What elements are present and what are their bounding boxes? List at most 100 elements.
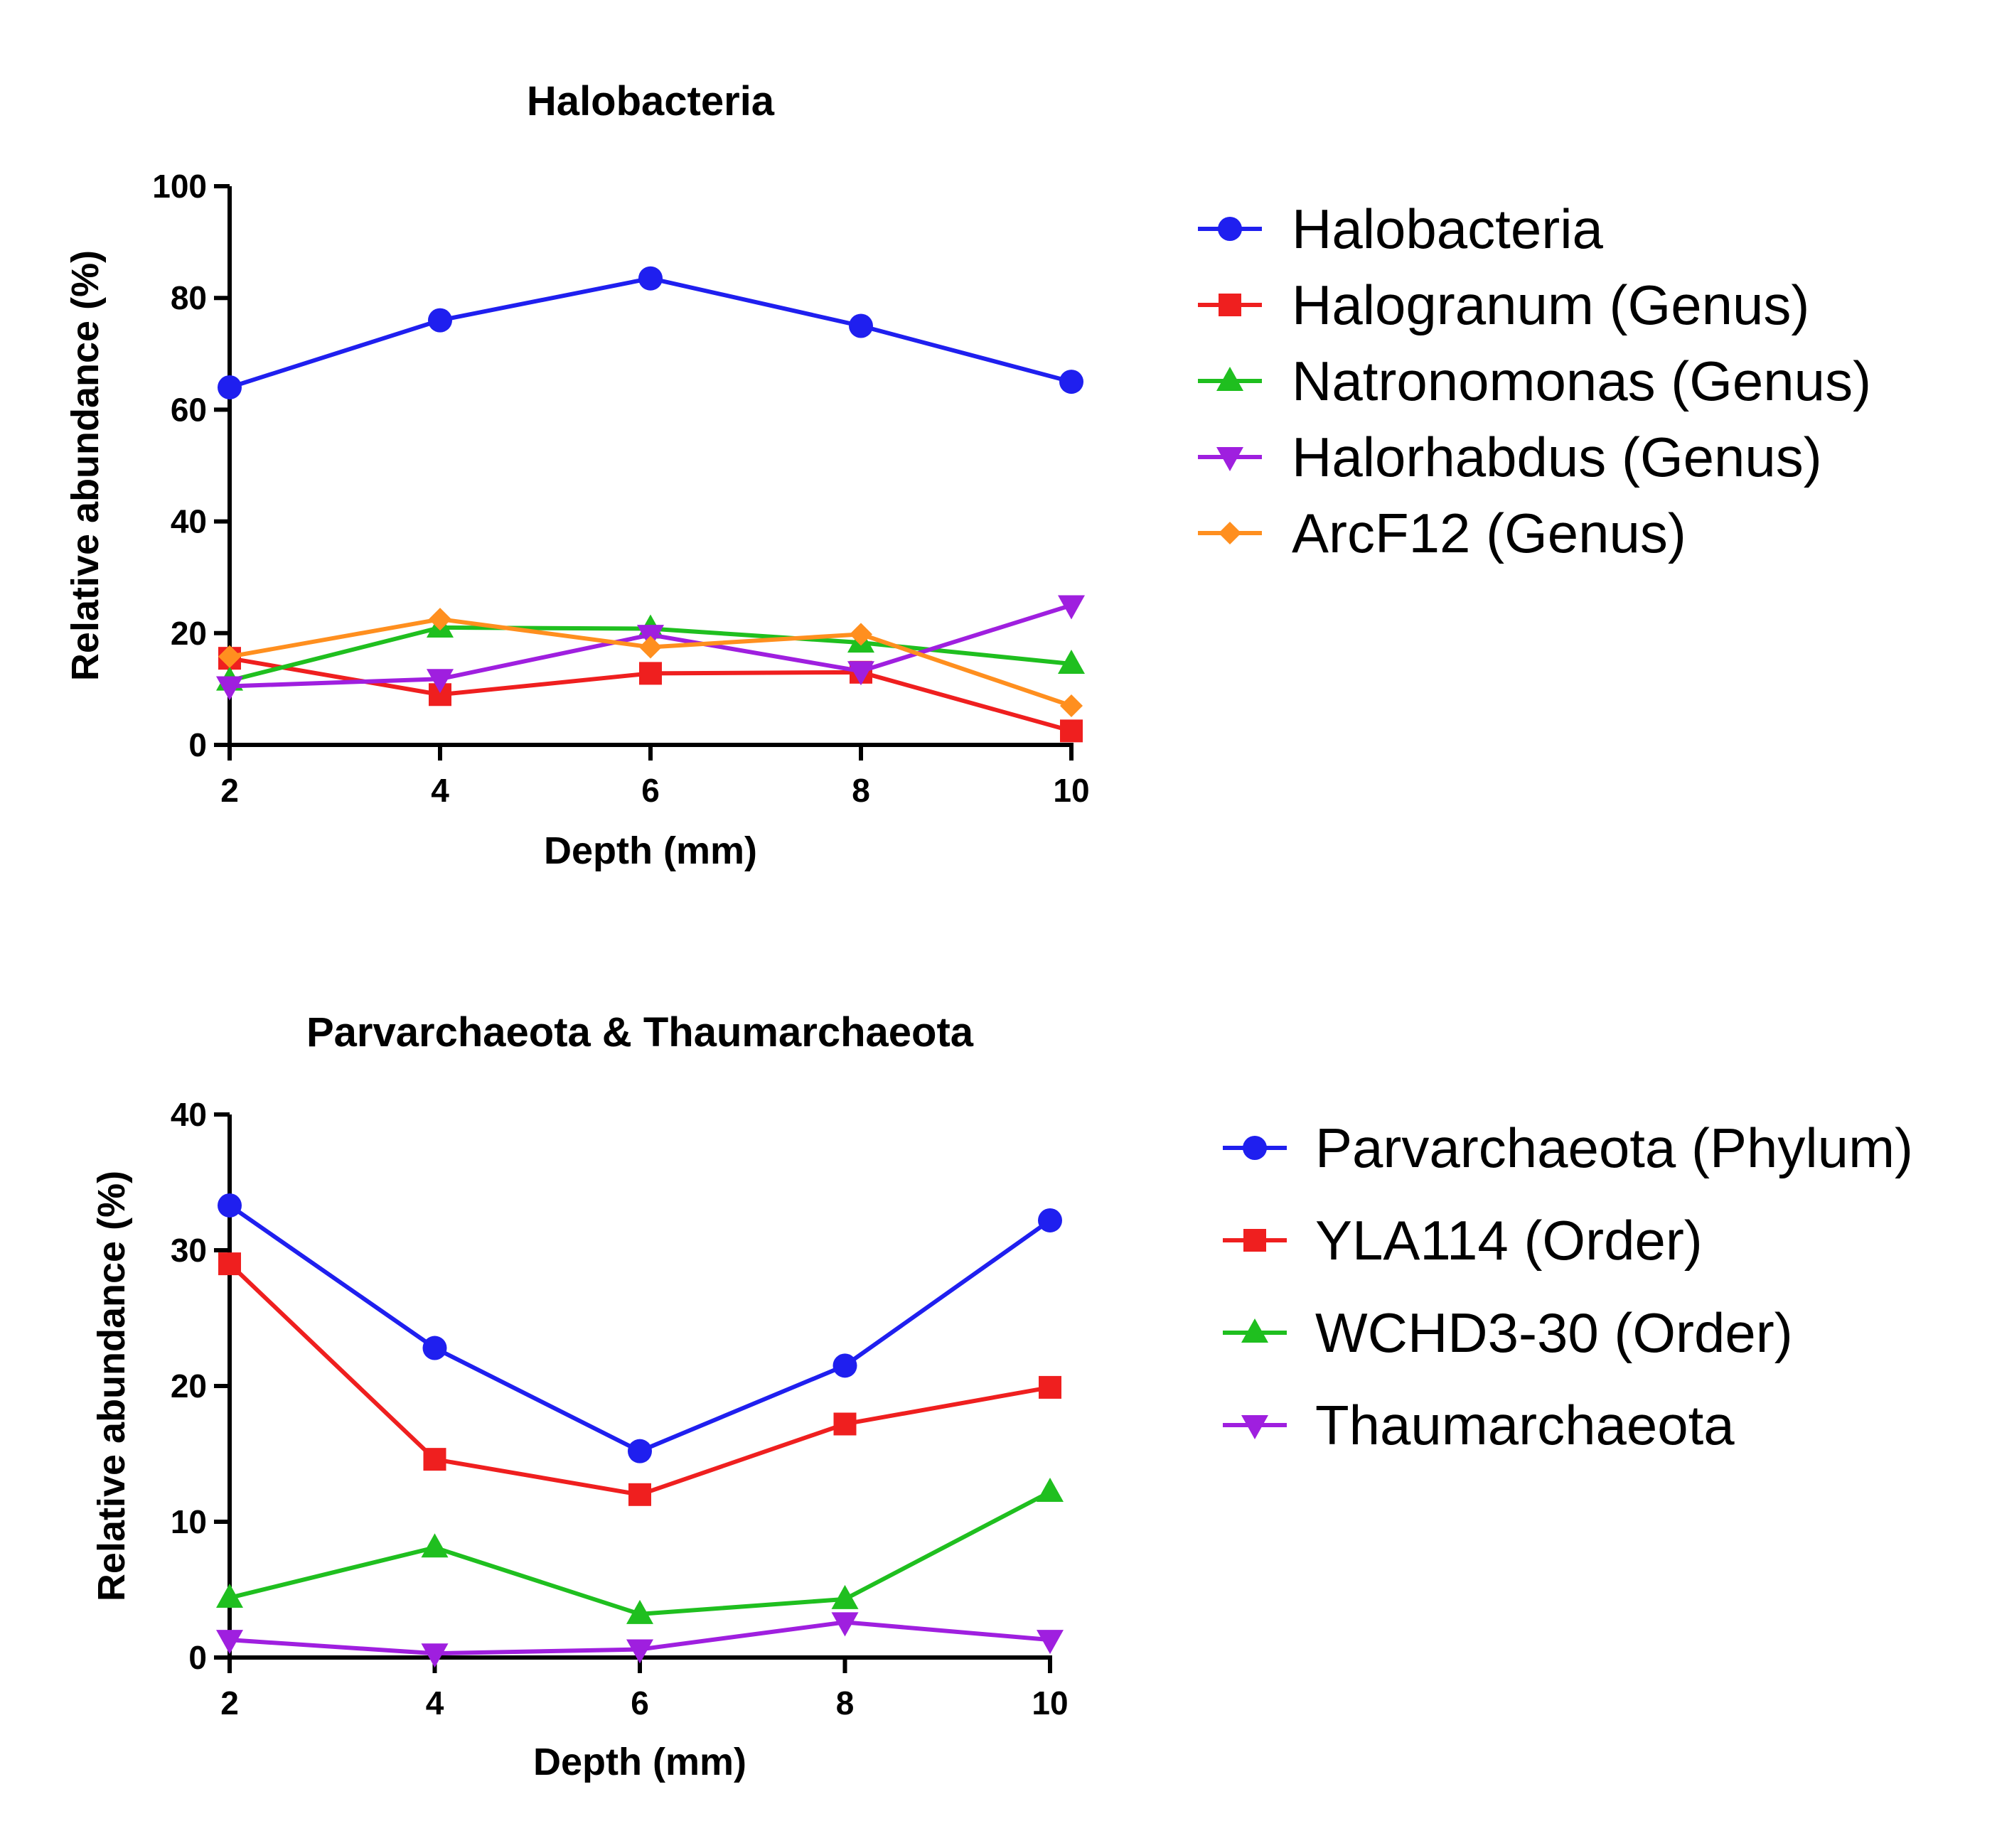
legend-label: Thaumarchaeota bbox=[1315, 1394, 1735, 1456]
data-point bbox=[427, 669, 454, 694]
data-point bbox=[218, 1193, 242, 1218]
legend-marker bbox=[1241, 1318, 1268, 1343]
legend-item-halogranum-genus: Halogranum (Genus) bbox=[1198, 274, 1809, 336]
y-tick-label: 100 bbox=[152, 168, 207, 205]
data-point bbox=[218, 375, 242, 399]
legend-item-parvarchaeota-phylum: Parvarchaeota (Phylum) bbox=[1223, 1117, 1913, 1179]
legend: Halobacteria Halogranum (Genus) Natronomon… bbox=[1198, 198, 1871, 564]
y-tick-label: 20 bbox=[171, 1368, 207, 1404]
legend-item-arcf12-genus: ArcF12 (Genus) bbox=[1198, 502, 1686, 564]
data-point bbox=[1060, 719, 1083, 743]
data-point bbox=[429, 608, 451, 631]
series-parvarchaeota-phylum bbox=[218, 1193, 1062, 1463]
y-tick-label: 80 bbox=[171, 279, 207, 316]
data-point bbox=[1058, 650, 1085, 675]
data-point bbox=[1058, 595, 1085, 620]
x-tick-label: 10 bbox=[1032, 1685, 1068, 1721]
data-point bbox=[626, 1599, 653, 1624]
y-tick-label: 0 bbox=[188, 726, 207, 763]
legend-label: Halorhabdus (Genus) bbox=[1292, 426, 1822, 488]
data-point bbox=[833, 1412, 857, 1436]
legend-item-natronomonas-genus: Natronomonas (Genus) bbox=[1198, 350, 1871, 412]
data-point bbox=[832, 1353, 857, 1378]
series-line bbox=[228, 1203, 1051, 1454]
series-line bbox=[229, 276, 1072, 390]
series-wchd3-30-order bbox=[216, 1477, 1064, 1624]
y-axis-label: Relative abundance (%) bbox=[90, 1171, 133, 1601]
legend-marker bbox=[1241, 1415, 1268, 1439]
data-point bbox=[423, 1448, 446, 1471]
legend-item-wchd3-30-order: WCHD3-30 (Order) bbox=[1223, 1301, 1793, 1364]
legend-item-thaumarchaeota: Thaumarchaeota bbox=[1223, 1394, 1735, 1456]
series-line bbox=[229, 1490, 1051, 1616]
data-point bbox=[216, 676, 243, 701]
series-thaumarchaeota bbox=[216, 1612, 1064, 1668]
legend-label: YLA114 (Order) bbox=[1315, 1209, 1703, 1272]
x-tick-label: 2 bbox=[220, 772, 239, 809]
data-point bbox=[628, 1483, 651, 1506]
x-tick-label: 4 bbox=[426, 1685, 444, 1721]
x-tick-label: 6 bbox=[641, 772, 660, 809]
data-point bbox=[216, 1583, 243, 1608]
y-tick-label: 20 bbox=[171, 615, 207, 652]
data-point bbox=[1038, 1208, 1062, 1232]
data-point bbox=[639, 662, 662, 685]
legend-item-halobacteria: Halobacteria bbox=[1198, 198, 1604, 260]
data-point bbox=[216, 1630, 243, 1655]
x-axis-label: Depth (mm) bbox=[533, 1741, 746, 1783]
series-yla114-order bbox=[218, 1252, 1061, 1506]
chart-title: Parvarchaeota & Thaumarchaeota bbox=[306, 1009, 974, 1055]
legend-label: Parvarchaeota (Phylum) bbox=[1315, 1117, 1913, 1179]
data-point bbox=[1037, 1477, 1064, 1502]
x-tick-label: 8 bbox=[852, 772, 870, 809]
x-tick-label: 6 bbox=[631, 1685, 649, 1721]
y-tick-label: 10 bbox=[171, 1503, 207, 1540]
x-tick-label: 8 bbox=[836, 1685, 855, 1721]
legend-label: Halogranum (Genus) bbox=[1292, 274, 1809, 336]
y-axis-label: Relative abundance (%) bbox=[64, 250, 107, 681]
y-tick-label: 60 bbox=[171, 391, 207, 428]
legend-marker bbox=[1243, 1136, 1267, 1160]
legend-marker bbox=[1218, 217, 1242, 241]
data-point bbox=[849, 313, 873, 338]
x-tick-label: 4 bbox=[431, 772, 449, 809]
legend-label: Halobacteria bbox=[1292, 198, 1604, 260]
data-point bbox=[1037, 1630, 1064, 1655]
x-tick-label: 10 bbox=[1053, 772, 1089, 809]
legend: Parvarchaeota (Phylum) YLA114 (Order) WCHD… bbox=[1223, 1117, 1913, 1456]
chart-title: Halobacteria bbox=[527, 78, 775, 124]
legend-label: ArcF12 (Genus) bbox=[1292, 502, 1686, 564]
legend-label: WCHD3-30 (Order) bbox=[1315, 1301, 1793, 1364]
y-tick-label: 40 bbox=[171, 1096, 207, 1133]
data-point bbox=[218, 1252, 241, 1276]
legend-item-halorhabdus-genus: Halorhabdus (Genus) bbox=[1198, 426, 1822, 488]
data-point bbox=[831, 1612, 859, 1637]
legend-item-yla114-order: YLA114 (Order) bbox=[1223, 1209, 1703, 1272]
legend-marker bbox=[1243, 1229, 1266, 1252]
series-arcf12-genus bbox=[218, 608, 1083, 717]
legend-marker bbox=[1216, 367, 1243, 391]
series-halobacteria bbox=[218, 266, 1083, 399]
series-halogranum-genus bbox=[218, 647, 1083, 743]
data-point bbox=[218, 645, 241, 668]
legend-label: Natronomonas (Genus) bbox=[1292, 350, 1871, 412]
data-point bbox=[638, 266, 663, 291]
x-tick-label: 2 bbox=[220, 1685, 239, 1721]
y-tick-label: 0 bbox=[188, 1639, 207, 1676]
data-point bbox=[421, 1643, 449, 1668]
legend-marker bbox=[1219, 522, 1241, 544]
data-point bbox=[847, 661, 874, 686]
data-point bbox=[626, 1639, 653, 1664]
legend-marker bbox=[1216, 447, 1243, 471]
data-point bbox=[639, 635, 662, 659]
data-point bbox=[850, 623, 872, 646]
data-point bbox=[1060, 694, 1083, 717]
data-point bbox=[428, 308, 452, 333]
chart-1: Halobacteria 0 20 40 60 80 100 2 4 6 8 10 Depth (mm)… bbox=[64, 78, 1871, 872]
y-tick-label: 40 bbox=[171, 503, 207, 540]
data-point bbox=[421, 1533, 449, 1558]
data-point bbox=[831, 1584, 859, 1609]
x-axis-label: Depth (mm) bbox=[544, 829, 757, 872]
data-point bbox=[1039, 1375, 1061, 1399]
